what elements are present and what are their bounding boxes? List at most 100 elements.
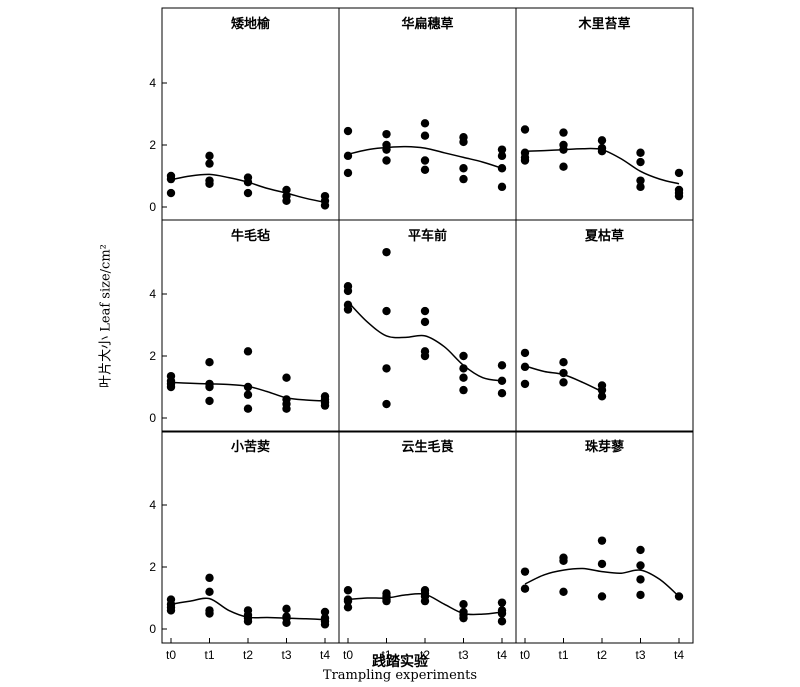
data-point — [497, 617, 507, 626]
data-point — [243, 382, 253, 392]
x-tick-label: t1 — [381, 648, 391, 662]
data-point — [382, 129, 391, 139]
y-tick-label: 4 — [149, 498, 156, 512]
panel-title: 夏枯草 — [584, 228, 624, 244]
data-point — [636, 148, 645, 157]
data-point — [497, 361, 507, 370]
data-point — [497, 164, 507, 173]
data-point — [520, 156, 530, 165]
data-point — [597, 559, 607, 569]
data-point — [459, 174, 468, 184]
data-point — [243, 390, 253, 399]
data-point — [597, 536, 607, 545]
data-point — [459, 385, 468, 395]
data-point — [282, 604, 291, 614]
x-tick-label: t1 — [558, 648, 568, 662]
panel-title: 云生毛茛 — [401, 439, 454, 455]
y-tick-label: 2 — [149, 138, 156, 152]
panel-title: 矮地榆 — [231, 16, 271, 32]
panel-title: 木里苔草 — [577, 16, 630, 32]
data-point — [205, 159, 214, 168]
data-point — [243, 347, 253, 356]
data-point — [559, 358, 568, 367]
data-point — [497, 389, 507, 398]
data-point — [320, 401, 330, 410]
data-point — [459, 600, 468, 609]
data-point — [636, 182, 645, 192]
data-point — [282, 196, 291, 205]
data-point — [459, 373, 468, 382]
data-point — [166, 174, 176, 184]
data-point — [320, 620, 330, 629]
y-tick-label: 0 — [149, 200, 156, 214]
data-point — [382, 306, 391, 316]
x-axis-label-chinese: 践踏实验 — [372, 654, 428, 670]
panel-frame — [515, 7, 694, 221]
data-point — [559, 378, 568, 387]
data-point — [282, 404, 291, 413]
data-point — [166, 606, 176, 615]
data-point — [597, 147, 607, 156]
data-point — [420, 351, 430, 361]
data-point — [420, 306, 430, 316]
data-point — [497, 598, 507, 607]
data-point — [205, 573, 214, 583]
data-point — [520, 125, 530, 134]
data-point — [497, 182, 507, 192]
data-point — [559, 556, 568, 565]
data-point — [343, 286, 353, 296]
data-point — [559, 128, 568, 137]
data-point — [597, 392, 607, 401]
data-point — [497, 151, 507, 161]
data-point — [243, 404, 253, 413]
data-point — [597, 385, 607, 395]
panel-frame — [338, 7, 517, 221]
data-point — [382, 364, 391, 373]
data-point — [205, 358, 214, 367]
data-point — [320, 607, 330, 617]
data-point — [343, 586, 353, 595]
data-point — [559, 368, 568, 378]
data-point — [243, 178, 253, 187]
data-point — [674, 168, 684, 178]
data-point — [382, 145, 391, 154]
data-point — [282, 185, 291, 195]
data-point — [636, 157, 645, 167]
data-point — [559, 587, 568, 596]
data-point — [497, 609, 507, 618]
data-point — [636, 590, 645, 600]
x-tick-label: t0 — [343, 648, 353, 662]
data-point — [282, 373, 291, 382]
y-tick-label: 2 — [149, 349, 156, 363]
data-point — [343, 596, 353, 606]
data-point — [166, 188, 176, 198]
panel-title: 牛毛毡 — [231, 228, 270, 244]
data-point — [520, 567, 530, 576]
panel-title: 平车前 — [408, 228, 447, 244]
y-tick-label: 4 — [149, 76, 156, 90]
x-tick-label: t4 — [497, 648, 507, 662]
data-point — [320, 201, 330, 210]
data-point — [243, 617, 253, 626]
y-tick-label: 2 — [149, 560, 156, 574]
data-point — [420, 596, 430, 606]
x-tick-label: t2 — [597, 648, 607, 662]
data-point — [205, 587, 214, 596]
y-axis-label-text: 叶片大小 Leaf size/cm² — [98, 244, 114, 388]
x-axis-label-english: Trampling experiments — [322, 668, 478, 683]
data-point — [559, 162, 568, 171]
x-tick-label: t3 — [458, 648, 468, 662]
trend-curve — [347, 301, 503, 382]
data-point — [459, 351, 468, 361]
x-tick-label: t3 — [635, 648, 645, 662]
x-tick-label: t0 — [166, 648, 176, 662]
data-point — [205, 151, 214, 161]
data-point — [205, 609, 214, 618]
data-point — [459, 137, 468, 147]
data-point — [343, 151, 353, 161]
data-point — [459, 164, 468, 173]
data-point — [674, 191, 684, 201]
data-point — [520, 362, 530, 372]
data-point — [420, 119, 430, 128]
data-point — [636, 575, 645, 584]
